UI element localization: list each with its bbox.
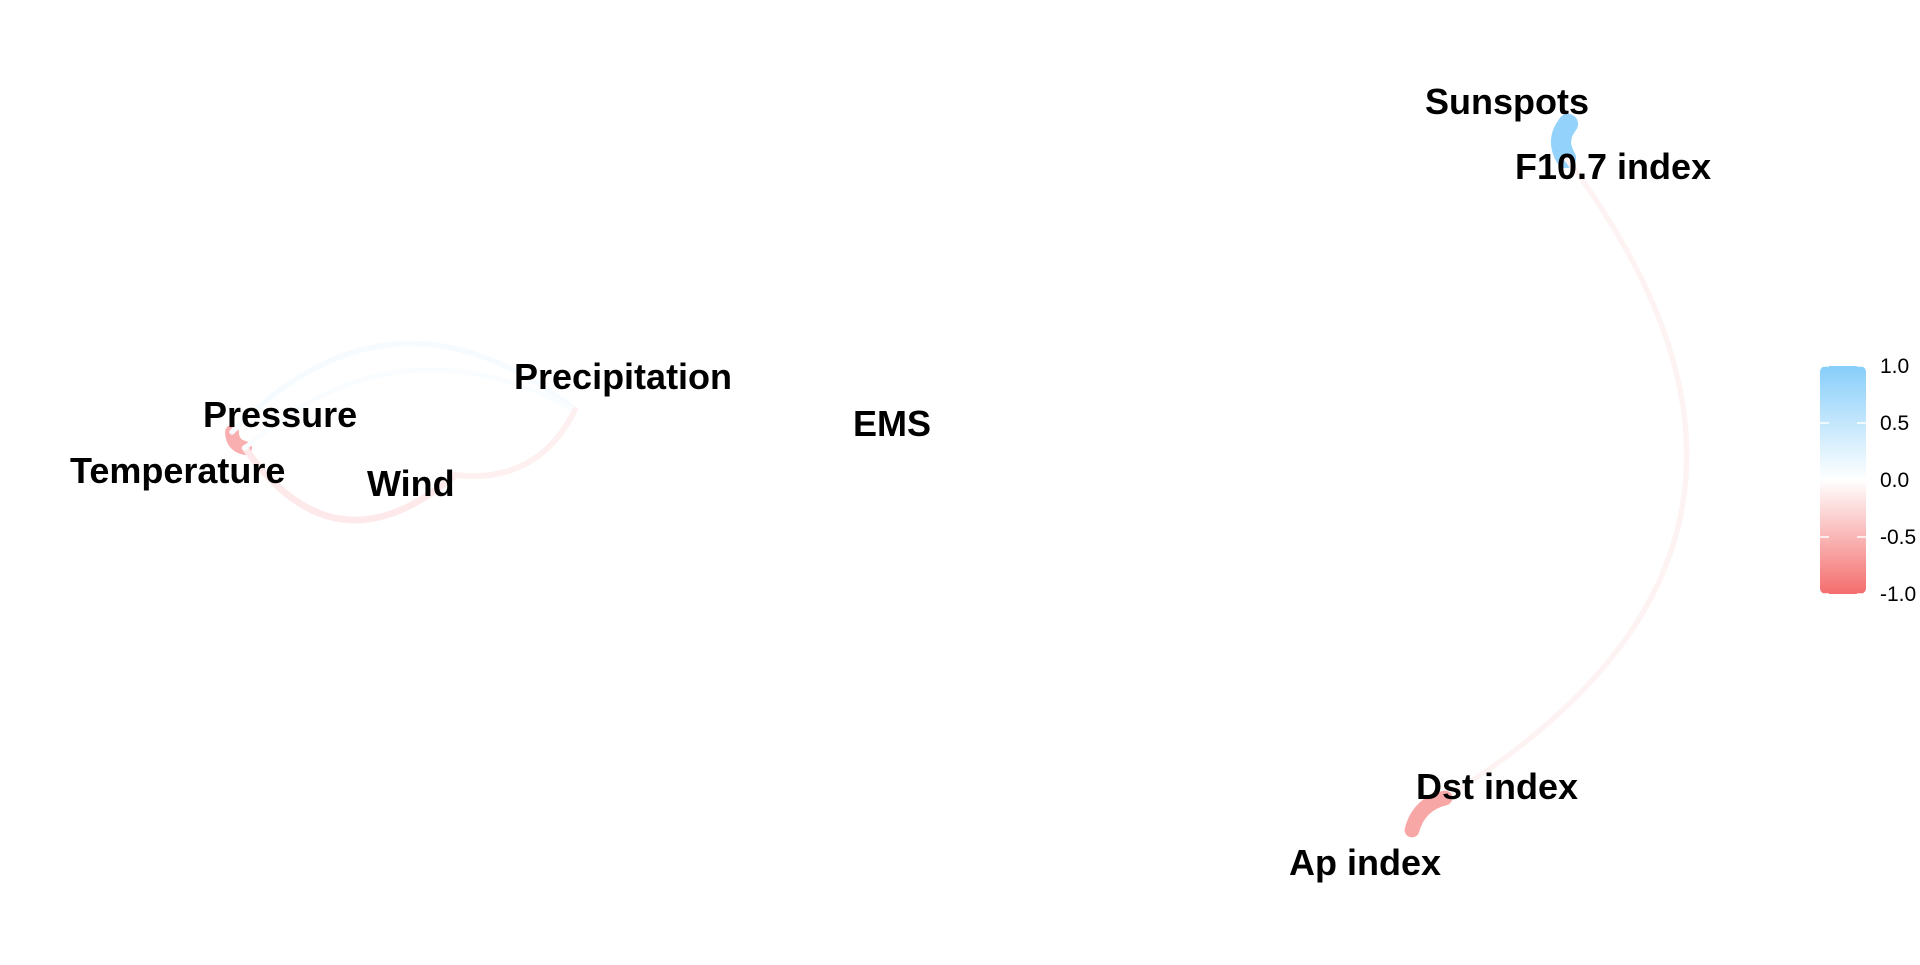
node-label-ems: EMS [853, 403, 931, 444]
edges-layer [225, 113, 1690, 838]
edge-wind-precipitation [452, 407, 578, 479]
color-legend: 1.0 0.5 0.0 -0.5 -1.0 [1820, 355, 1916, 606]
node-label-dst: Dst index [1416, 766, 1578, 807]
edge-temperature-precipitation [242, 367, 578, 451]
node-labels-layer: Sunspots F10.7 index Precipitation Press… [70, 81, 1711, 883]
legend-tick-label: -1.0 [1880, 583, 1916, 606]
node-label-sunspots: Sunspots [1425, 81, 1589, 122]
legend-tick-label: 0.5 [1880, 412, 1909, 435]
edge-f107-dst [1442, 155, 1690, 801]
legend-tick-label: 1.0 [1880, 355, 1909, 378]
edge-temperature-wind [241, 444, 459, 524]
legend-color-bar [1820, 366, 1866, 594]
edge-sunspots-f107 [1550, 113, 1579, 169]
node-label-precipitation: Precipitation [514, 356, 732, 397]
legend-ticks: 1.0 0.5 0.0 -0.5 -1.0 [1820, 355, 1916, 606]
edge-pressure-precipitation [229, 340, 578, 435]
legend-tick-label: 0.0 [1880, 469, 1909, 492]
node-label-temperature: Temperature [70, 450, 285, 491]
node-label-wind: Wind [367, 463, 455, 504]
node-label-ap: Ap index [1289, 842, 1441, 883]
node-label-pressure: Pressure [203, 394, 357, 435]
node-label-f107: F10.7 index [1515, 146, 1711, 187]
edge-dst-ap [1404, 790, 1453, 838]
legend-tick-label: -0.5 [1880, 526, 1916, 549]
